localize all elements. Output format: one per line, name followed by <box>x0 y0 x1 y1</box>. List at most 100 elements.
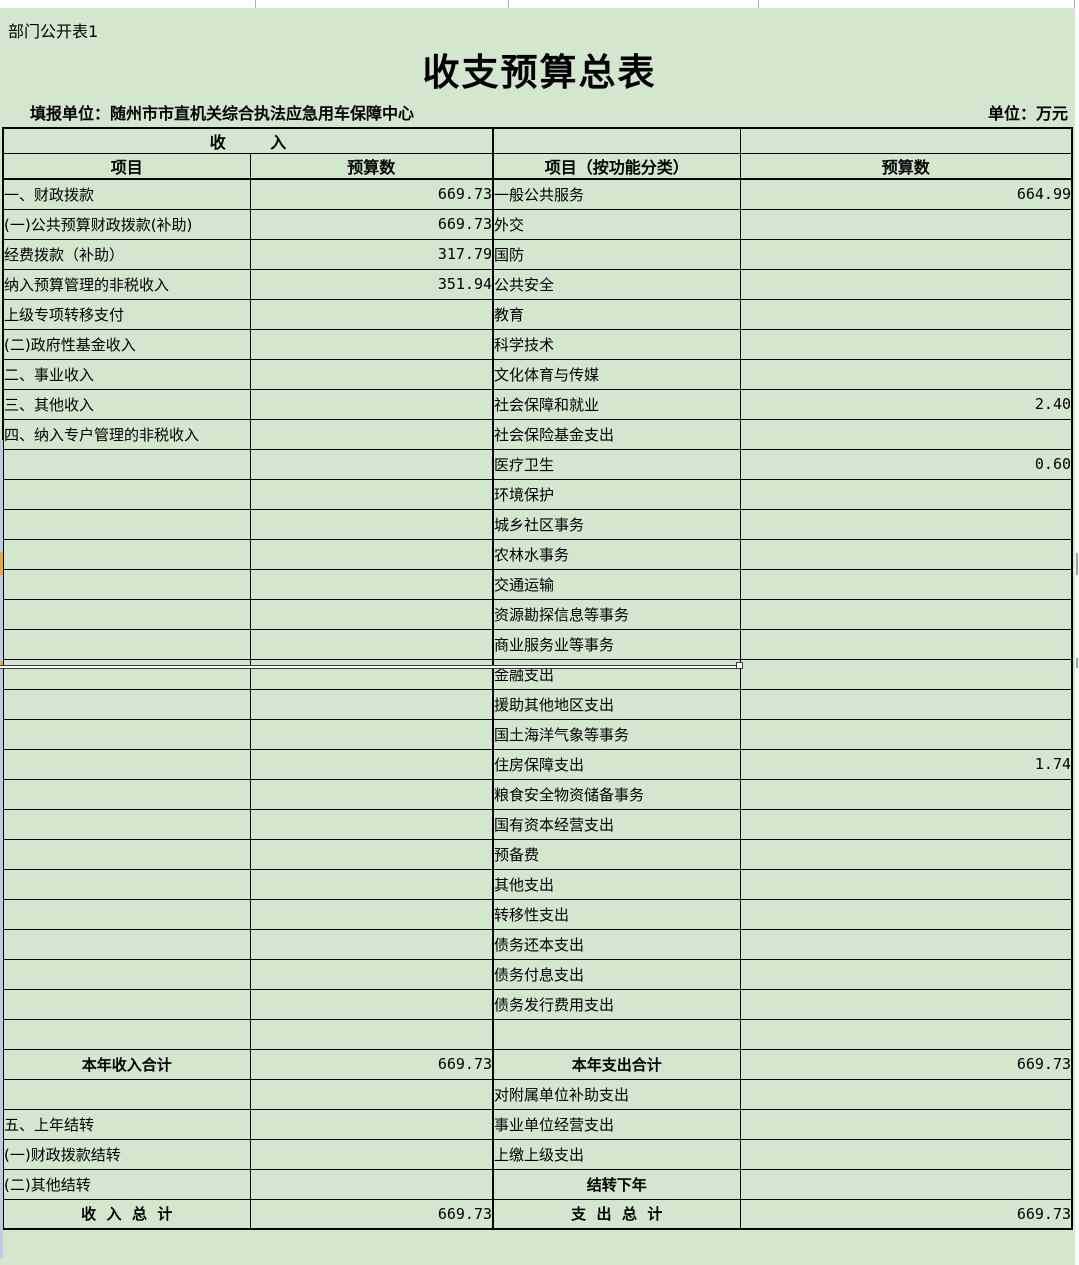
cell-income-budget[interactable]: 669.73 <box>249 208 495 240</box>
cell-income-budget[interactable] <box>249 748 495 780</box>
cell-income-item[interactable] <box>2 958 251 990</box>
cell-expense-item[interactable]: 国有资本经营支出 <box>492 808 741 840</box>
cell-expense-item[interactable]: 债务还本支出 <box>492 928 741 960</box>
cell-income-budget[interactable] <box>249 1138 495 1170</box>
header-expense-group-right[interactable] <box>739 127 1073 154</box>
cell-expense-budget[interactable]: 0.60 <box>739 448 1073 480</box>
cell-income-item[interactable]: 纳入预算管理的非税收入 <box>2 268 251 300</box>
cell-expense-budget[interactable] <box>739 1138 1073 1170</box>
cell-income-budget[interactable] <box>249 1018 495 1050</box>
cell-expense-item[interactable]: 城乡社区事务 <box>492 508 741 540</box>
cell-expense-budget[interactable] <box>739 598 1073 630</box>
header-income-group[interactable]: 收 入 <box>2 127 495 154</box>
cell-income-budget[interactable] <box>249 568 495 600</box>
cell-income-item[interactable] <box>2 568 251 600</box>
cell-expense-budget[interactable] <box>739 538 1073 570</box>
cell-expense-budget[interactable]: 2.40 <box>739 388 1073 420</box>
cell-income-budget[interactable] <box>249 988 495 1020</box>
cell-expense-budget[interactable] <box>739 838 1073 870</box>
cell-income-item[interactable] <box>2 1018 251 1050</box>
cell-expense-budget[interactable] <box>739 778 1073 810</box>
cell-expense-budget[interactable] <box>739 208 1073 240</box>
cell-income-item[interactable]: (二)政府性基金收入 <box>2 328 251 360</box>
cell-income-item[interactable] <box>2 538 251 570</box>
cell-expense-item[interactable]: 商业服务业等事务 <box>492 628 741 660</box>
cell-income-item[interactable] <box>2 688 251 720</box>
cell-income-budget[interactable] <box>249 838 495 870</box>
cell-income-item[interactable] <box>2 658 251 690</box>
cell-expense-budget[interactable] <box>739 418 1073 450</box>
cell-expense-item[interactable]: 一般公共服务 <box>492 178 741 210</box>
header-budget[interactable]: 预算数 <box>249 153 495 180</box>
cell-income-item[interactable]: (一)财政拨款结转 <box>2 1138 251 1170</box>
cell-expense-item[interactable]: 事业单位经营支出 <box>492 1108 741 1140</box>
cell-income-budget[interactable] <box>249 928 495 960</box>
cell-income-item[interactable]: 一、财政拨款 <box>2 178 251 210</box>
cell-income-item[interactable] <box>2 778 251 810</box>
cell-income-item[interactable] <box>2 718 251 750</box>
cell-expense-item[interactable]: 社会保障和就业 <box>492 388 741 420</box>
cell-expense-item[interactable]: 金融支出 <box>492 658 741 690</box>
cell-expense-budget[interactable] <box>739 238 1073 270</box>
cell-expense-item[interactable]: 教育 <box>492 298 741 330</box>
cell-expense-item[interactable]: 文化体育与传媒 <box>492 358 741 390</box>
cell-income-budget[interactable] <box>249 688 495 720</box>
cell-income-budget[interactable] <box>249 1168 495 1200</box>
cell-expense-item[interactable]: 公共安全 <box>492 268 741 300</box>
cell-income-budget[interactable] <box>249 388 495 420</box>
cell-income-budget[interactable] <box>249 718 495 750</box>
cell-income-item[interactable]: 三、其他收入 <box>2 388 251 420</box>
header-item-func[interactable]: 项目（按功能分类） <box>492 153 741 180</box>
header-expense-group-left[interactable] <box>492 127 741 154</box>
cell-expense-item[interactable]: 支 出 总 计 <box>492 1198 741 1230</box>
cell-expense-budget[interactable] <box>739 358 1073 390</box>
cell-income-item[interactable]: 本年收入合计 <box>2 1048 251 1080</box>
header-budget-func[interactable]: 预算数 <box>739 153 1073 180</box>
cell-income-budget[interactable] <box>249 628 495 660</box>
cell-income-item[interactable] <box>2 808 251 840</box>
cell-expense-item[interactable]: 国防 <box>492 238 741 270</box>
cell-income-item[interactable] <box>2 868 251 900</box>
cell-income-budget[interactable] <box>249 658 495 690</box>
cell-expense-budget[interactable] <box>739 1018 1073 1050</box>
cell-expense-item[interactable]: 债务付息支出 <box>492 958 741 990</box>
cell-expense-budget[interactable] <box>739 298 1073 330</box>
cell-expense-budget[interactable] <box>739 508 1073 540</box>
cell-income-item[interactable] <box>2 838 251 870</box>
cell-expense-budget[interactable] <box>739 718 1073 750</box>
cell-income-item[interactable] <box>2 508 251 540</box>
cell-expense-budget[interactable]: 669.73 <box>739 1048 1073 1080</box>
cell-income-item[interactable]: 四、纳入专户管理的非税收入 <box>2 418 251 450</box>
cell-expense-item[interactable]: 医疗卫生 <box>492 448 741 480</box>
cell-expense-item[interactable] <box>492 1018 741 1050</box>
cell-income-budget[interactable]: 669.73 <box>249 1048 495 1080</box>
cell-expense-item[interactable]: 社会保险基金支出 <box>492 418 741 450</box>
cell-expense-item[interactable]: 预备费 <box>492 838 741 870</box>
cell-income-budget[interactable] <box>249 778 495 810</box>
cell-income-budget[interactable] <box>249 958 495 990</box>
cell-income-item[interactable] <box>2 628 251 660</box>
cell-expense-item[interactable]: 外交 <box>492 208 741 240</box>
cell-expense-budget[interactable] <box>739 958 1073 990</box>
cell-expense-item[interactable]: 上缴上级支出 <box>492 1138 741 1170</box>
cell-income-budget[interactable] <box>249 508 495 540</box>
cell-selection-border[interactable] <box>0 665 740 669</box>
cell-expense-budget[interactable] <box>739 478 1073 510</box>
cell-income-budget[interactable] <box>249 808 495 840</box>
cell-income-item[interactable] <box>2 598 251 630</box>
cell-income-item[interactable] <box>2 1078 251 1110</box>
cell-expense-item[interactable]: 交通运输 <box>492 568 741 600</box>
cell-expense-item[interactable]: 粮食安全物资储备事务 <box>492 778 741 810</box>
cell-income-budget[interactable] <box>249 328 495 360</box>
cell-income-item[interactable]: 收 入 总 计 <box>2 1198 251 1230</box>
cell-expense-item[interactable]: 国土海洋气象等事务 <box>492 718 741 750</box>
cell-expense-budget[interactable] <box>739 1078 1073 1110</box>
cell-expense-budget[interactable] <box>739 658 1073 690</box>
cell-expense-item[interactable]: 债务发行费用支出 <box>492 988 741 1020</box>
cell-expense-budget[interactable] <box>739 328 1073 360</box>
cell-expense-budget[interactable] <box>739 808 1073 840</box>
cell-income-item[interactable]: 经费拨款（补助） <box>2 238 251 270</box>
cell-income-budget[interactable] <box>249 358 495 390</box>
cell-expense-item[interactable]: 农林水事务 <box>492 538 741 570</box>
cell-expense-item[interactable]: 援助其他地区支出 <box>492 688 741 720</box>
